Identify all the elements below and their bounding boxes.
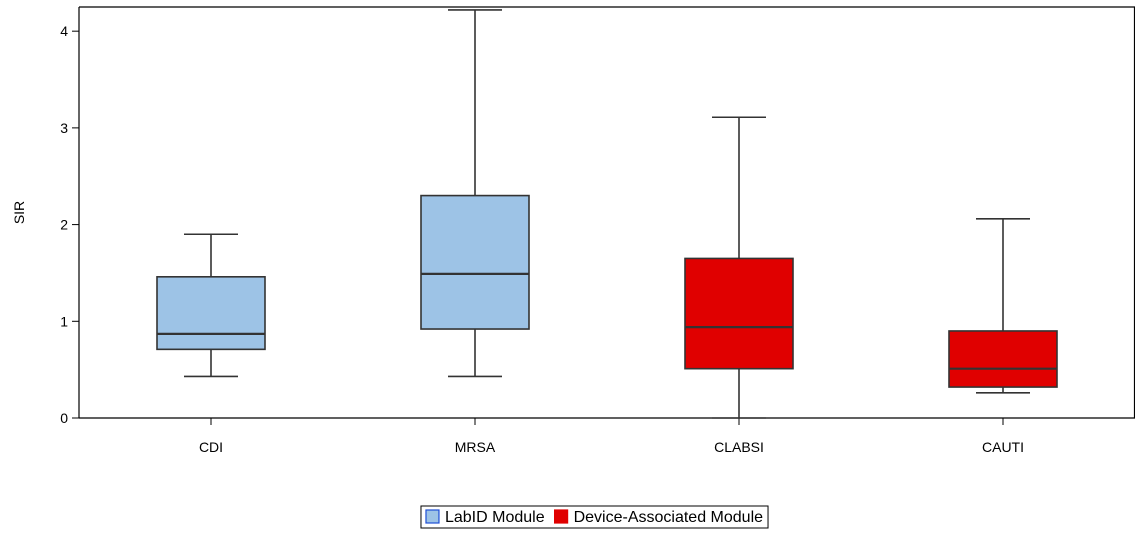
- interquartile-box: [156, 276, 266, 351]
- legend: LabID Module Device-Associated Module: [420, 505, 769, 529]
- y-ticks: 0 1 2 3 4: [60, 23, 79, 426]
- y-tick-label: 0: [60, 410, 68, 426]
- box-clabsi: [684, 116, 794, 419]
- x-tick-label: MRSA: [455, 439, 496, 455]
- interquartile-box: [420, 194, 530, 330]
- legend-label: LabID Module: [445, 509, 545, 526]
- legend-items: LabID Module Device-Associated Module: [425, 509, 764, 526]
- y-tick-label: 1: [60, 313, 68, 329]
- interquartile-box: [948, 330, 1058, 388]
- box-cdi: [156, 233, 266, 378]
- legend-swatch: [425, 509, 440, 524]
- y-tick-label: 3: [60, 120, 68, 136]
- legend-item: LabID Module: [425, 509, 545, 526]
- legend-swatch: [554, 509, 569, 524]
- x-tick-label: CDI: [199, 439, 223, 455]
- y-tick-label: 2: [60, 217, 68, 233]
- boxes: [156, 9, 1058, 419]
- x-ticks: CDI MRSA CLABSI CAUTI: [199, 418, 1024, 455]
- x-tick-label: CLABSI: [714, 439, 764, 455]
- interquartile-box: [684, 257, 794, 370]
- box-mrsa: [420, 9, 530, 378]
- y-axis-title: SIR: [11, 201, 27, 224]
- legend-frame: [420, 505, 769, 529]
- x-tick-label: CAUTI: [982, 439, 1024, 455]
- y-tick-label: 4: [60, 23, 68, 39]
- legend-item: Device-Associated Module: [554, 509, 764, 526]
- box-cauti: [948, 217, 1058, 394]
- legend-label: Device-Associated Module: [574, 509, 764, 526]
